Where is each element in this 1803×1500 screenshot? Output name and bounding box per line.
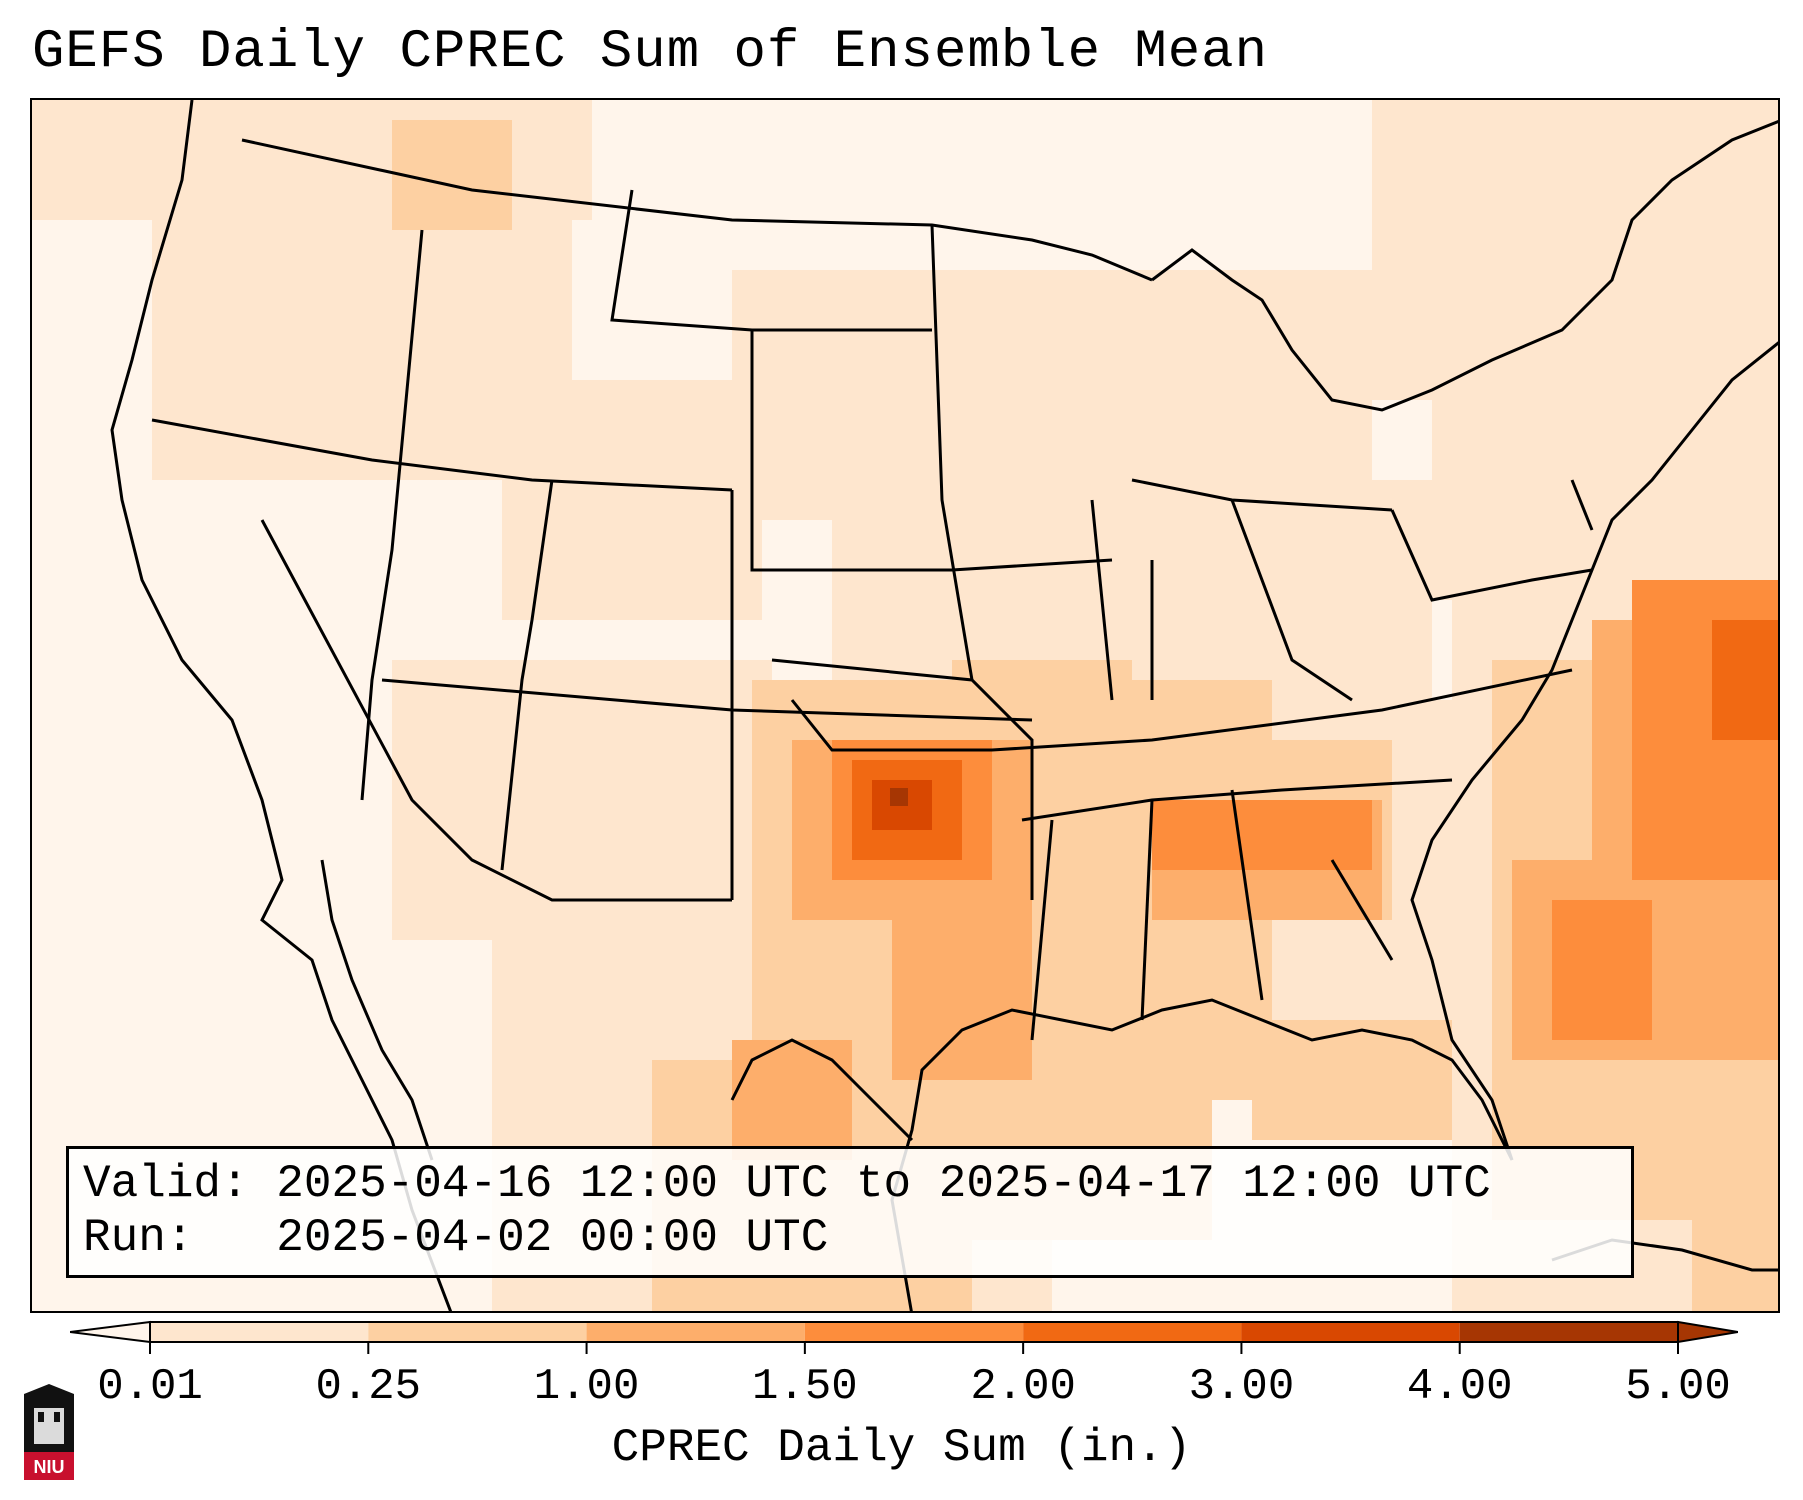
boundary-lines: [110, 100, 1778, 1311]
colorbar-tick-label: 4.00: [1406, 1362, 1513, 1412]
colorbar-tick-label: 2.00: [970, 1362, 1076, 1412]
colorbar: [69, 1312, 1739, 1362]
colorbar-title: CPREC Daily Sum (in.): [611, 1422, 1192, 1474]
colorbar-graphic: [69, 1320, 1739, 1354]
colorbar-segment: [1241, 1322, 1460, 1342]
colorbar-tick-label: 1.00: [533, 1362, 640, 1412]
colorbar-segment: [1459, 1322, 1678, 1342]
run-label: Run:: [83, 1212, 194, 1264]
colorbar-tick-label: 1.50: [752, 1362, 858, 1412]
map-panel: [30, 98, 1780, 1313]
valid-time-range: 2025-04-16 12:00 UTC to 2025-04-17 12:00…: [276, 1158, 1491, 1210]
colorbar-tick-label: 0.25: [315, 1362, 422, 1412]
map-title: GEFS Daily CPREC Sum of Ensemble Mean: [32, 22, 1268, 83]
valid-run-info-box: Valid: 2025-04-16 12:00 UTC to 2025-04-1…: [66, 1146, 1634, 1278]
precip-shading-peak: [890, 788, 908, 806]
colorbar-tick-label: 5.00: [1625, 1362, 1731, 1412]
colorbar-tick-label: 3.00: [1188, 1362, 1295, 1412]
colorbar-tick-label: 0.01: [97, 1362, 203, 1412]
colorbar-extend-min: [69, 1320, 151, 1344]
valid-label: Valid:: [83, 1158, 249, 1210]
colorbar-segment: [368, 1322, 587, 1342]
colorbar-segment: [1023, 1322, 1242, 1342]
run-time: 2025-04-02 00:00 UTC: [276, 1212, 829, 1264]
colorbar-segment: [586, 1322, 805, 1342]
logo-text: NIU: [34, 1457, 65, 1477]
colorbar-segment: [150, 1322, 369, 1342]
colorbar-segment: [804, 1322, 1024, 1342]
colorbar-border: [149, 1321, 1679, 1343]
precipitation-map: [32, 100, 1778, 1311]
niu-logo: NIU: [20, 1382, 78, 1482]
colorbar-extend-max: [1677, 1320, 1739, 1344]
